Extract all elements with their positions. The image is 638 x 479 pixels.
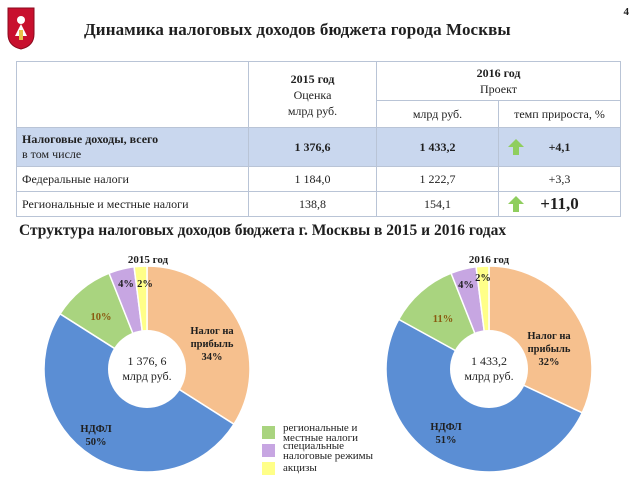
legend-swatch-regional bbox=[262, 426, 275, 439]
pie-slice-label: 2% bbox=[475, 273, 491, 284]
growth-value: +11,0 bbox=[540, 194, 579, 213]
value-2015: 138,8 bbox=[248, 191, 377, 217]
pie-title: 2016 год bbox=[469, 254, 510, 266]
pie-slice-label: Налог на прибыль 32% bbox=[527, 331, 571, 368]
legend-label-excise: акцизы bbox=[283, 462, 317, 474]
table-row: Федеральные налоги 1 184,0 1 222,7 +3,3 bbox=[16, 166, 621, 192]
pie-center-label: 1 433,2 млрд руб. bbox=[464, 354, 513, 383]
row-name: Региональные и местные налоги bbox=[16, 191, 249, 217]
legend-swatch-excise bbox=[262, 462, 275, 475]
header-2015-unit: млрд руб. bbox=[287, 103, 338, 118]
pie-slice-label: 4% bbox=[458, 280, 474, 291]
row-name-line1: Налоговые доходы, всего bbox=[22, 132, 159, 146]
legend-label-special: специальные налоговые режимы bbox=[283, 440, 423, 462]
moscow-coat-of-arms-logo bbox=[7, 7, 35, 50]
header-2016: 2016 год Проект bbox=[376, 61, 621, 101]
row-name-line2: в том числе bbox=[22, 147, 82, 161]
header-2016-growth: темп прироста, % bbox=[498, 100, 621, 128]
pie-slice-label: 2% bbox=[137, 279, 153, 290]
value-2016: 1 433,2 bbox=[376, 127, 499, 167]
legend-label-line: региональные и bbox=[283, 422, 358, 434]
legend-swatch-special bbox=[262, 444, 275, 457]
row-name: Федеральные налоги bbox=[16, 166, 249, 192]
legend-label-line: налоговые режимы bbox=[283, 450, 374, 462]
header-2016-unit: млрд руб. bbox=[376, 100, 499, 128]
pie-slice-label: 10% bbox=[91, 312, 112, 323]
value-2016: 1 222,7 bbox=[376, 166, 499, 192]
pie-slice-label: 11% bbox=[433, 314, 453, 325]
pie-center-hole bbox=[450, 330, 528, 408]
table-corner-cell bbox=[16, 61, 249, 128]
pie-center-label: 1 376, 6 млрд руб. bbox=[122, 354, 171, 383]
growth-cell: +4,1 bbox=[498, 127, 621, 167]
pie-title: 2015 год bbox=[128, 254, 169, 266]
page-number: 4 bbox=[623, 6, 630, 18]
header-2015-status: Оценка bbox=[293, 87, 332, 102]
header-2016-year: 2016 год bbox=[476, 66, 521, 80]
legend-label-regional: региональные и местные налоги bbox=[283, 422, 423, 444]
arrow-up-icon bbox=[508, 139, 524, 155]
pie-center-hole bbox=[108, 330, 186, 408]
header-2015-year: 2015 год bbox=[290, 71, 335, 86]
section-subtitle: Структура налоговых доходов бюджета г. М… bbox=[19, 222, 507, 239]
legend-label-line: специальные bbox=[283, 440, 345, 452]
pie-slice-label: НДФЛ 50% bbox=[80, 424, 111, 448]
pie-slice-label: НДФЛ 51% bbox=[430, 422, 461, 446]
header-2016-status: Проект bbox=[479, 82, 518, 96]
growth-value: +4,1 bbox=[548, 139, 571, 154]
tax-revenue-table: 2015 год Оценка млрд руб. 2016 год Проек… bbox=[16, 61, 621, 217]
growth-value: +3,3 bbox=[498, 166, 621, 192]
page-title: Динамика налоговых доходов бюджета город… bbox=[84, 20, 511, 39]
pie-slice-label: Налог на прибыль 34% bbox=[190, 326, 234, 363]
table-row: Региональные и местные налоги 138,8 154,… bbox=[16, 191, 621, 217]
legend-label-line: местные налоги bbox=[283, 432, 358, 444]
value-2016: 154,1 bbox=[376, 191, 499, 217]
arrow-up-icon bbox=[508, 196, 524, 212]
pie-slice-label: 4% bbox=[118, 279, 134, 290]
value-2015: 1 376,6 bbox=[248, 127, 377, 167]
growth-cell: +11,0 bbox=[498, 191, 621, 217]
